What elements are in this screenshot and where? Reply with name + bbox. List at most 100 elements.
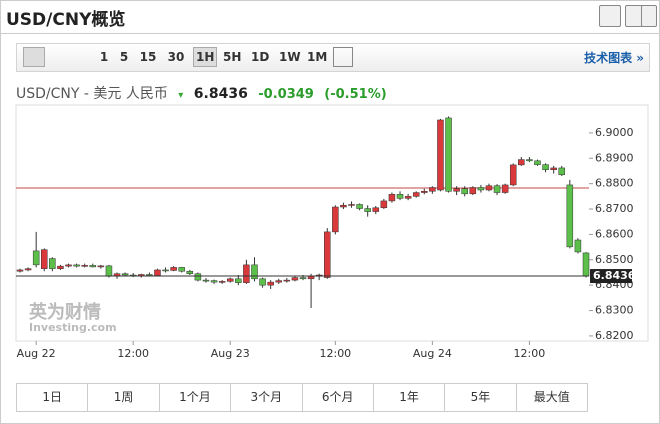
range-button[interactable]: 5年 bbox=[445, 384, 517, 411]
pair-name: USD/CNY - 美元 人民币 bbox=[16, 86, 168, 102]
range-button[interactable]: 3个月 bbox=[231, 384, 303, 411]
candle-body bbox=[437, 119, 444, 191]
candle-body bbox=[380, 200, 388, 209]
candle-body bbox=[412, 192, 420, 197]
range-button[interactable]: 1周 bbox=[88, 384, 160, 411]
candle-body bbox=[299, 277, 307, 280]
interval-button[interactable]: 1D bbox=[251, 50, 270, 64]
candle-body bbox=[194, 273, 202, 281]
candle-body bbox=[226, 278, 234, 282]
candle-body bbox=[453, 188, 460, 192]
candle-body bbox=[283, 279, 291, 282]
watermark-brand: 英为财情 bbox=[28, 301, 101, 323]
interval-button[interactable]: 30 bbox=[167, 50, 185, 64]
candle-body bbox=[57, 265, 64, 269]
range-bar: 1日 1周 1个月 3个月 6个月 1年 5年 最大值 bbox=[16, 383, 588, 412]
y-tick-label: 6.8800 bbox=[595, 177, 634, 190]
candle-body bbox=[267, 281, 274, 286]
x-tick-label: 12:00 bbox=[514, 347, 546, 360]
up-arrow: ▾ bbox=[178, 90, 184, 101]
candle-body bbox=[558, 167, 565, 176]
candle-body bbox=[324, 231, 331, 278]
candle-body bbox=[186, 270, 194, 275]
plot-frame bbox=[15, 104, 649, 342]
candle-body bbox=[340, 204, 347, 208]
y-tick-label: 6.8500 bbox=[595, 253, 634, 266]
candle-body bbox=[202, 279, 210, 282]
candle-body bbox=[364, 208, 371, 212]
y-tick-label: 6.9000 bbox=[595, 126, 634, 139]
toolbar: 技术图表 » 1 5 15 30 1H 5H 1D 1W 1M bbox=[16, 43, 650, 72]
price: 6.8436 bbox=[193, 86, 248, 102]
candle-body bbox=[162, 269, 169, 272]
range-button[interactable]: 最大值 bbox=[533, 390, 570, 404]
candle-body bbox=[332, 206, 339, 233]
interval-button[interactable]: 15 bbox=[139, 50, 157, 64]
candle-body bbox=[105, 265, 113, 277]
x-tick-label: 12:00 bbox=[319, 347, 351, 360]
candle-body bbox=[404, 196, 412, 199]
candle-body bbox=[32, 250, 40, 266]
range-button[interactable]: 1年 bbox=[374, 384, 446, 411]
candle-body bbox=[210, 280, 218, 283]
interval-button[interactable]: 5H bbox=[223, 50, 242, 64]
candle-body bbox=[582, 252, 590, 277]
range-button[interactable]: 6个月 bbox=[303, 384, 374, 411]
last-price-label: 6.8436 bbox=[593, 269, 636, 282]
candle-body bbox=[526, 159, 533, 162]
candle-body bbox=[509, 164, 517, 186]
candle-body bbox=[89, 265, 97, 268]
interval-button[interactable]: 1H bbox=[193, 47, 218, 67]
range-button[interactable]: 1日 bbox=[17, 384, 89, 411]
candle-body bbox=[291, 277, 299, 281]
candle-body bbox=[16, 269, 24, 272]
candle-body bbox=[146, 274, 153, 276]
candle-body bbox=[469, 187, 477, 195]
candle-body bbox=[170, 267, 177, 271]
candle-body bbox=[73, 264, 80, 267]
candle-body bbox=[356, 204, 363, 209]
candle-body bbox=[41, 249, 48, 269]
candle-body bbox=[461, 188, 468, 195]
x-tick-label: 12:00 bbox=[117, 347, 149, 360]
candle-body bbox=[348, 204, 355, 206]
candle-body bbox=[388, 194, 396, 202]
candle-body bbox=[235, 278, 242, 283]
candle-body bbox=[65, 264, 72, 267]
candle-body bbox=[574, 239, 582, 253]
mail-icon[interactable] bbox=[599, 5, 621, 27]
candle-body bbox=[251, 264, 258, 280]
change-pct: (-0.51%) bbox=[324, 87, 387, 102]
interval-button[interactable]: 1W bbox=[279, 50, 301, 64]
candle-body bbox=[97, 265, 105, 268]
candle-body bbox=[566, 184, 574, 248]
candle-body bbox=[121, 273, 129, 276]
y-tick-label: 6.8700 bbox=[595, 202, 634, 215]
candle-body bbox=[243, 264, 250, 283]
info-icon[interactable] bbox=[641, 5, 657, 27]
interval-button[interactable]: 1M bbox=[307, 50, 328, 64]
candle-icon[interactable] bbox=[23, 47, 45, 67]
interval-button[interactable]: 1 bbox=[99, 50, 109, 64]
candle-body bbox=[372, 207, 380, 212]
candle-body bbox=[24, 268, 32, 271]
table-icon[interactable] bbox=[333, 47, 353, 67]
y-tick-label: 6.8900 bbox=[595, 151, 634, 164]
range-button[interactable]: 1个月 bbox=[160, 384, 232, 411]
chart: 英为财情 Investing.com 6.82006.83006.84006.8… bbox=[15, 104, 649, 360]
candle-body bbox=[477, 187, 485, 191]
candle-body bbox=[445, 117, 452, 192]
candle-body bbox=[81, 265, 88, 267]
candle-body bbox=[218, 281, 226, 283]
y-tick-label: 6.8300 bbox=[595, 304, 634, 317]
x-tick-label: Aug 24 bbox=[413, 347, 452, 360]
x-tick-label: Aug 23 bbox=[211, 347, 250, 360]
y-tick-label: 6.8600 bbox=[595, 227, 634, 240]
tech-chart-link[interactable]: 技术图表 » bbox=[584, 51, 644, 65]
watermark-site: Investing.com bbox=[29, 321, 117, 334]
candle-body bbox=[154, 269, 161, 276]
interval-button[interactable]: 5 bbox=[119, 50, 129, 64]
candle-body bbox=[178, 267, 185, 272]
candle-body bbox=[485, 185, 493, 191]
